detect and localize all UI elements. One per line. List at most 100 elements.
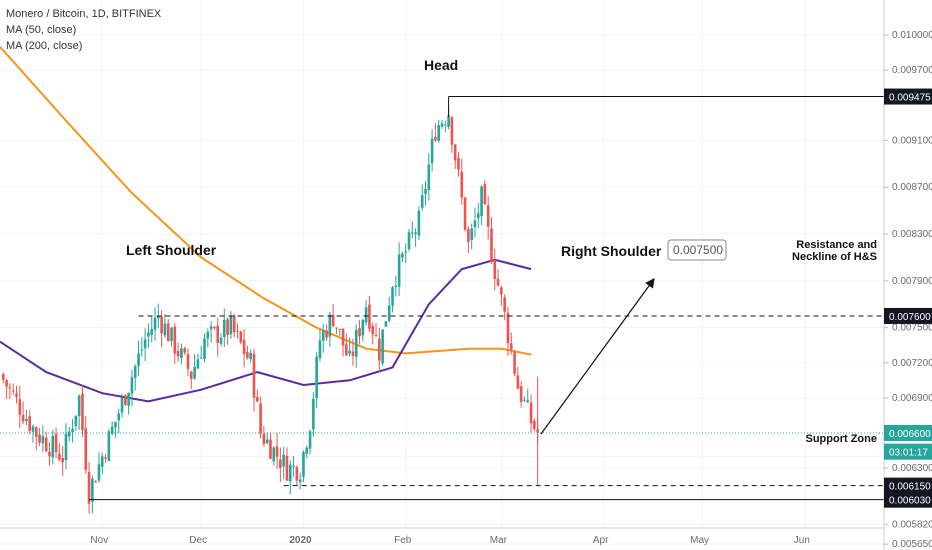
candle-body xyxy=(457,157,460,170)
candle-body xyxy=(414,232,417,234)
candle-body xyxy=(150,329,154,335)
candle-body xyxy=(91,478,94,502)
candle-body xyxy=(18,399,22,415)
ma50-path xyxy=(0,258,532,403)
candle-body xyxy=(358,328,361,337)
candle-body xyxy=(308,431,312,449)
candle-body xyxy=(100,456,104,467)
candle-body xyxy=(430,138,434,164)
candle-body xyxy=(77,395,81,416)
candle-body xyxy=(219,337,223,344)
candle-body xyxy=(401,253,404,258)
candle-body xyxy=(391,287,394,306)
candle-body xyxy=(186,354,190,370)
candle-body xyxy=(157,315,160,319)
candle-body xyxy=(1,374,5,381)
candle-body xyxy=(8,387,12,389)
candle-body xyxy=(335,327,338,329)
candle-body xyxy=(246,352,249,359)
candle-body xyxy=(104,457,107,459)
candle-body xyxy=(305,447,309,454)
candle-body xyxy=(265,439,269,444)
price-tick-label: 0.008700 xyxy=(892,182,932,193)
candle-body xyxy=(236,330,239,332)
candle-body xyxy=(262,433,266,444)
candle-body xyxy=(229,315,233,335)
candle-body xyxy=(28,416,31,431)
candle-body xyxy=(387,305,391,321)
time-tick-label: Nov xyxy=(90,535,108,546)
candle-body xyxy=(140,349,144,351)
legend-ma50[interactable]: MA (50, close) xyxy=(6,24,77,36)
projection-arrow[interactable] xyxy=(540,278,655,435)
candle-body xyxy=(71,428,74,433)
candle-body xyxy=(21,415,25,422)
candle-body xyxy=(503,297,506,312)
time-axis[interactable]: Nov Dec 2020 Feb Mar Apr May Jun xyxy=(90,535,810,546)
candle-body xyxy=(404,251,408,253)
candle-body xyxy=(25,419,28,422)
candle-body xyxy=(312,398,315,430)
candle-body xyxy=(255,397,259,402)
price-axis[interactable]: 0.010000 0.009700 0.009100 0.008700 0.008300… xyxy=(884,30,932,550)
candle-body xyxy=(292,465,295,467)
resistance-label-line1: Resistance and xyxy=(796,239,877,251)
legend-symbol[interactable]: Monero / Bitcoin, 1D, BITFINEX xyxy=(6,8,162,20)
candle-body xyxy=(519,386,523,402)
candle-body xyxy=(397,254,401,287)
candle-body xyxy=(120,397,124,413)
price-marker-box xyxy=(884,491,932,508)
resistance-label-line2: Neckline of H&S xyxy=(792,251,877,263)
candle-body xyxy=(467,228,470,243)
candle-body xyxy=(368,304,371,329)
candle-body xyxy=(394,285,398,287)
candle-body xyxy=(381,329,384,364)
candle-body xyxy=(160,316,163,334)
grid xyxy=(0,0,884,545)
candle-body xyxy=(54,433,58,453)
price-marker-label: 0.006150 xyxy=(889,482,931,493)
candle-body xyxy=(486,205,490,227)
candle-body xyxy=(239,331,243,343)
candle-body xyxy=(84,428,88,470)
candle-body xyxy=(44,437,48,452)
candle-body xyxy=(163,323,167,336)
candle-body xyxy=(117,413,121,421)
price-tick-label: 0.007500 xyxy=(892,323,932,334)
price-marker-box xyxy=(884,307,932,324)
candle-body xyxy=(232,315,236,333)
candle-body xyxy=(378,338,381,361)
candle-body xyxy=(470,228,473,241)
candle-body xyxy=(222,319,226,338)
candle-body xyxy=(272,447,276,462)
candle-body xyxy=(137,353,140,366)
candle-body xyxy=(328,314,332,337)
candle-body xyxy=(11,390,15,392)
candles xyxy=(1,105,539,514)
candle-body xyxy=(513,351,516,374)
candle-body xyxy=(325,330,328,338)
candle-body xyxy=(348,350,351,354)
candle-body xyxy=(275,446,279,457)
candle-body xyxy=(427,164,431,191)
candle-body xyxy=(199,357,203,359)
time-tick-label: Jun xyxy=(794,535,810,546)
candle-body xyxy=(493,259,497,279)
candle-body xyxy=(533,420,536,429)
time-tick-label: Feb xyxy=(394,535,412,546)
price-marker-box xyxy=(884,88,932,105)
candle-body xyxy=(242,339,246,355)
target-price-callout[interactable]: 0.007500 xyxy=(667,239,727,261)
legend-ma200[interactable]: MA (200, close) xyxy=(6,40,83,52)
ma50-line xyxy=(0,258,532,403)
price-tick-label: 0.007200 xyxy=(892,358,932,369)
price-marker-label: 03:01:17 xyxy=(889,448,928,459)
price-tick-label: 0.009100 xyxy=(892,135,932,146)
candle-body xyxy=(279,459,282,468)
candle-body xyxy=(483,183,487,205)
candle-body xyxy=(81,393,84,431)
candle-body xyxy=(31,426,35,432)
candle-body xyxy=(500,287,503,295)
candle-body xyxy=(354,329,358,357)
